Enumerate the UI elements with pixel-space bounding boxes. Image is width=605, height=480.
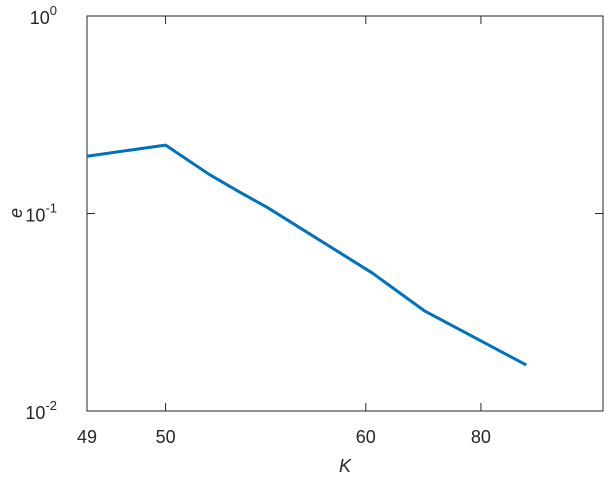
x-tick-label: 60 [356,427,376,447]
y-tick-base: 10 [25,403,45,423]
y-tick-exponent: -1 [45,201,57,216]
y-tick-label: 100 [30,3,57,28]
y-tick-base: 10 [25,206,45,226]
plot-frame [86,15,604,412]
x-axis-label: K [339,456,352,476]
x-tick-label: 80 [471,427,491,447]
y-tick-exponent: -2 [45,398,57,413]
y-axis-label: e [6,208,26,218]
y-tick-label: 10-2 [25,398,57,423]
y-tick-base: 10 [30,8,50,28]
y-tick-exponent: 0 [50,3,57,18]
x-tick-label: 49 [77,427,97,447]
data-line [86,143,527,367]
x-tick-label: 50 [156,427,176,447]
y-tick-label: 10-1 [25,201,57,226]
